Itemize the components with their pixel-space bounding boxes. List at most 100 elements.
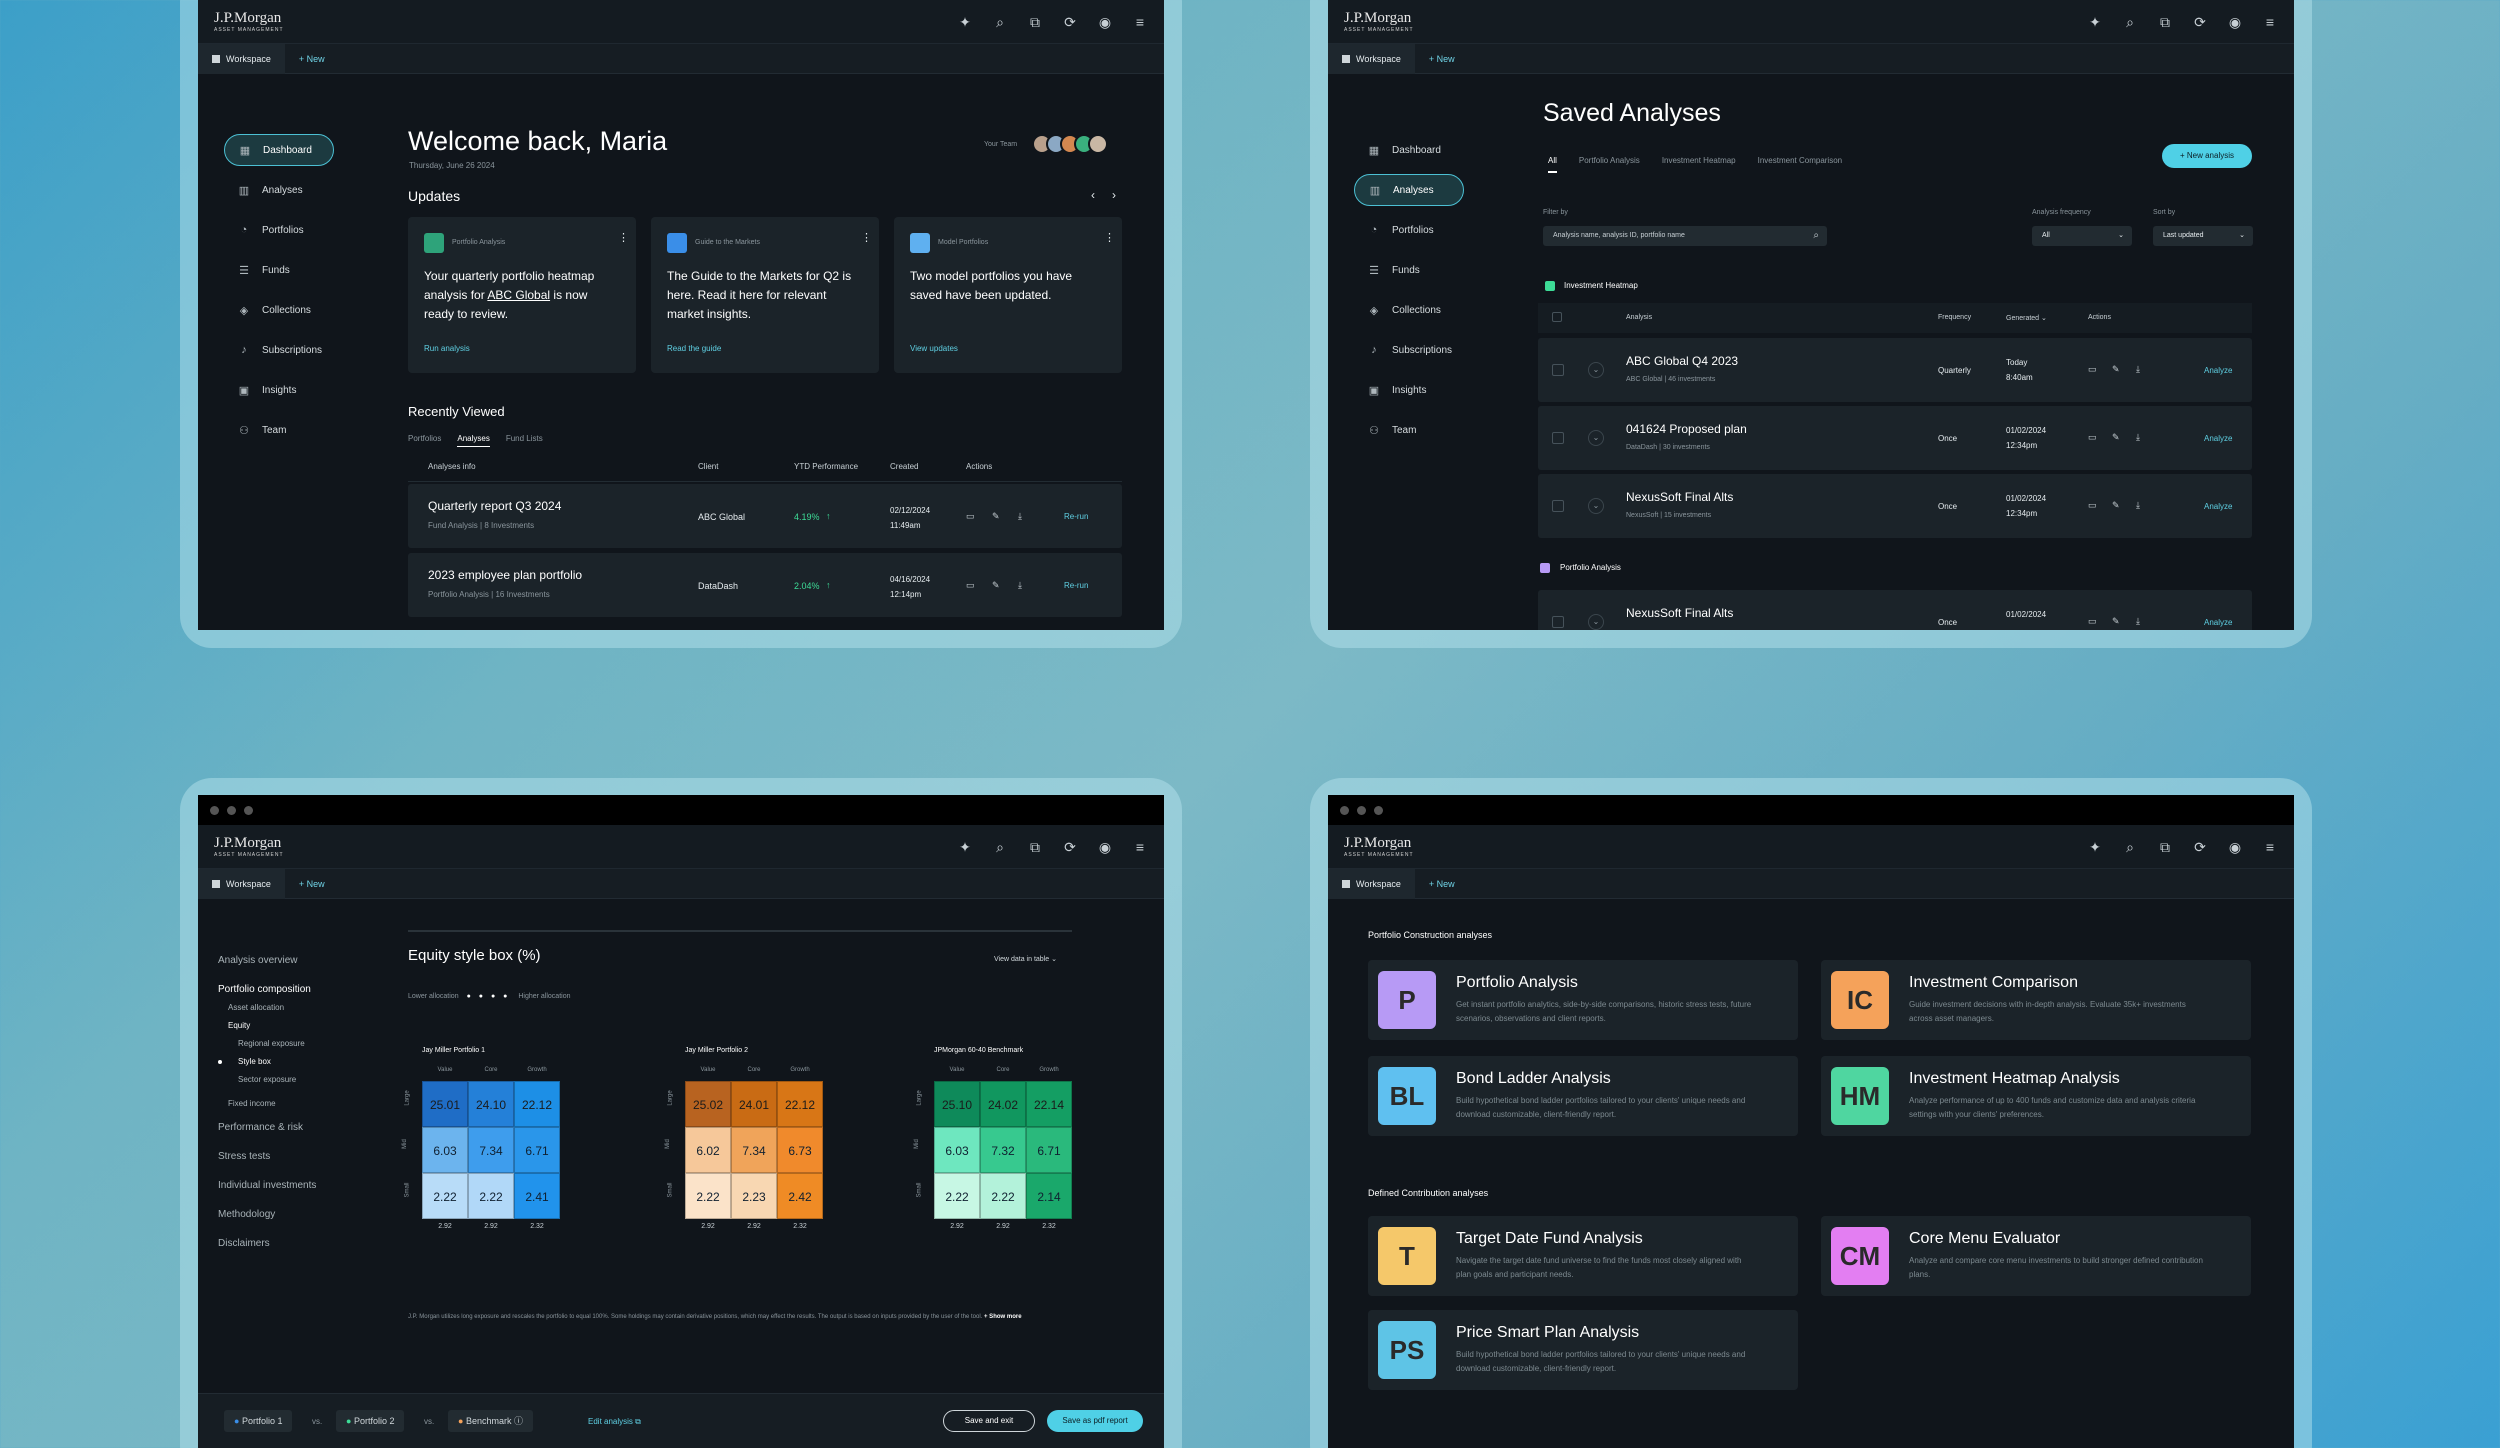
chat-icon[interactable]: ⧉ [2160, 13, 2170, 30]
row-checkbox[interactable] [1552, 432, 1564, 444]
analyze-link[interactable]: Analyze [2204, 618, 2233, 627]
menu-disclaimers[interactable]: Disclaimers [218, 1238, 270, 1249]
analyze-link[interactable]: Analyze [2204, 434, 2233, 443]
tab-new[interactable]: + New [1428, 53, 1455, 64]
select-all-checkbox[interactable] [1552, 312, 1562, 322]
edit-icon[interactable]: ✎ [992, 580, 1000, 590]
edit-icon[interactable]: ✎ [2112, 432, 2120, 442]
download-icon[interactable]: ⤓ [2136, 432, 2140, 442]
frequency-select[interactable]: All ⌄ [2032, 226, 2132, 246]
user-icon[interactable]: ◉ [1098, 13, 1112, 30]
user-icon[interactable]: ◉ [1098, 838, 1112, 855]
nav-analyses[interactable]: ▥ Analyses [238, 184, 303, 197]
read-guide-link[interactable]: Read the guide [667, 344, 722, 353]
menu-overview[interactable]: Analysis overview [218, 955, 298, 966]
info-icon[interactable]: ⓘ [513, 1416, 523, 1426]
next-arrow-icon[interactable]: › [1112, 188, 1116, 202]
client-link[interactable]: ABC Global [487, 288, 551, 302]
tab-investment-heatmap[interactable]: Investment Heatmap [1661, 156, 1736, 165]
analyze-link[interactable]: Analyze [2204, 502, 2233, 511]
menu-equity[interactable]: Equity [228, 1021, 251, 1030]
style-box-cell[interactable]: 6.71 [1026, 1127, 1072, 1173]
style-box-cell[interactable]: 2.22 [685, 1173, 731, 1219]
nav-insights[interactable]: ▣ Insights [1368, 384, 1427, 397]
tab-fund-lists[interactable]: Fund Lists [505, 434, 543, 443]
row-checkbox[interactable] [1552, 364, 1564, 376]
nav-funds[interactable]: ☰ Funds [239, 264, 290, 277]
search-icon[interactable]: ⌕ [996, 13, 1004, 30]
analyze-link[interactable]: Analyze [2204, 366, 2233, 375]
new-analysis-button[interactable]: + New analysis [2162, 144, 2252, 168]
analysis-tile[interactable]: CM Core Menu Evaluator Analyze and compa… [1821, 1216, 2251, 1296]
download-icon[interactable]: ⤓ [2136, 500, 2140, 510]
refresh-icon[interactable]: ⟳ [1064, 838, 1076, 855]
download-icon[interactable]: ⤓ [1018, 511, 1022, 521]
edit-icon[interactable]: ✎ [2112, 364, 2120, 374]
style-box-cell[interactable]: 22.12 [514, 1081, 560, 1127]
portfolio1-chip[interactable]: ● Portfolio 1 [224, 1410, 293, 1432]
tab-new[interactable]: + New [1428, 878, 1455, 889]
nav-dashboard[interactable]: ▦ Dashboard [224, 134, 334, 166]
style-box-cell[interactable]: 6.03 [934, 1127, 980, 1173]
style-box-cell[interactable]: 24.01 [731, 1081, 777, 1127]
row-checkbox[interactable] [1552, 616, 1564, 628]
menu-icon[interactable]: ≡ [2265, 838, 2275, 855]
refresh-icon[interactable]: ⟳ [1064, 13, 1076, 30]
menu-asset-allocation[interactable]: Asset allocation [228, 1003, 285, 1012]
jpmorgan-logo[interactable]: J.P.Morgan ASSET MANAGEMENT [214, 9, 284, 33]
tab-all[interactable]: All [1548, 156, 1557, 173]
window-dot[interactable] [1357, 805, 1366, 815]
expand-icon[interactable]: ⌄ [1588, 362, 1604, 378]
analysis-tile[interactable]: IC Investment Comparison Guide investmen… [1821, 960, 2251, 1040]
style-box-cell[interactable]: 24.02 [980, 1081, 1026, 1127]
sparkle-icon[interactable]: ✦ [959, 838, 971, 855]
menu-regional[interactable]: Regional exposure [238, 1039, 305, 1048]
style-box-cell[interactable]: 6.03 [422, 1127, 468, 1173]
style-box-cell[interactable]: 7.32 [980, 1127, 1026, 1173]
analysis-tile[interactable]: T Target Date Fund Analysis Navigate the… [1368, 1216, 1798, 1296]
edit-analysis-link[interactable]: Edit analysis ⧉ [588, 1417, 641, 1426]
table-row[interactable]: ⌄ NexusSoft Final Alts Once 01/02/2024 ▭… [1538, 590, 2252, 630]
menu-individual[interactable]: Individual investments [218, 1180, 317, 1191]
style-box-cell[interactable]: 2.22 [468, 1173, 514, 1219]
nav-collections[interactable]: ◈ Collections [239, 304, 311, 317]
analysis-tile[interactable]: HM Investment Heatmap Analysis Analyze p… [1821, 1056, 2251, 1136]
nav-insights[interactable]: ▣ Insights [238, 384, 297, 397]
style-box-cell[interactable]: 2.41 [514, 1173, 560, 1219]
prev-arrow-icon[interactable]: ‹ [1091, 188, 1095, 202]
menu-icon[interactable]: ≡ [1135, 13, 1145, 30]
menu-style-box[interactable]: Style box [218, 1057, 316, 1066]
nav-collections[interactable]: ◈ Collections [1369, 304, 1441, 317]
menu-sector[interactable]: Sector exposure [238, 1075, 297, 1084]
user-icon[interactable]: ◉ [2228, 838, 2242, 855]
edit-icon[interactable]: ✎ [2112, 616, 2120, 626]
group-checkbox[interactable] [1545, 281, 1555, 291]
style-box-cell[interactable]: 25.10 [934, 1081, 980, 1127]
menu-icon[interactable]: ≡ [2265, 13, 2275, 30]
user-icon[interactable]: ◉ [2228, 13, 2242, 30]
avatar[interactable] [1088, 134, 1108, 154]
style-box-cell[interactable]: 25.02 [685, 1081, 731, 1127]
nav-subscriptions[interactable]: ♪ Subscriptions [224, 334, 334, 366]
expand-icon[interactable]: ⌄ [1588, 498, 1604, 514]
kebab-icon[interactable]: ⋮ [1104, 232, 1115, 244]
search-icon[interactable]: ⌕ [996, 838, 1004, 855]
expand-icon[interactable]: ⌄ [1588, 430, 1604, 446]
calendar-icon[interactable]: ▭ [2088, 432, 2097, 442]
nav-dashboard[interactable]: ▦ Dashboard [1368, 144, 1441, 157]
window-dot[interactable] [1340, 805, 1349, 815]
style-box-cell[interactable]: 2.22 [422, 1173, 468, 1219]
nav-analyses[interactable]: ▥ Analyses [1354, 174, 1464, 206]
view-updates-link[interactable]: View updates [910, 344, 958, 353]
sparkle-icon[interactable]: ✦ [2089, 13, 2101, 30]
style-box-cell[interactable]: 6.71 [514, 1127, 560, 1173]
run-analysis-link[interactable]: Run analysis [424, 344, 470, 353]
menu-portfolio-composition[interactable]: Portfolio composition [218, 984, 311, 995]
jpmorgan-logo[interactable]: J.P.Morgan ASSET MANAGEMENT [214, 834, 284, 858]
nav-team[interactable]: ⚇ Team [1369, 424, 1417, 437]
tab-new[interactable]: + New [298, 53, 325, 64]
style-box-cell[interactable]: 2.22 [980, 1173, 1026, 1219]
style-box-cell[interactable]: 22.12 [777, 1081, 823, 1127]
chat-icon[interactable]: ⧉ [2160, 838, 2170, 855]
menu-performance[interactable]: Performance & risk [218, 1122, 304, 1133]
